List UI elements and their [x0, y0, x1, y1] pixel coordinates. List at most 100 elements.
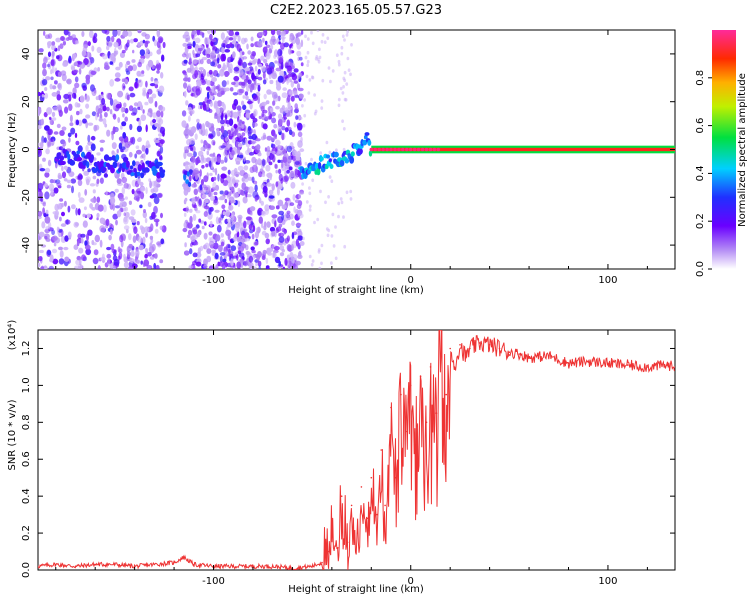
heatmap-cell	[108, 234, 112, 241]
heatmap-cell	[63, 246, 69, 251]
heatmap-cell	[80, 233, 86, 238]
heatmap-cell	[185, 145, 189, 154]
heatmap-cell	[252, 122, 258, 127]
heatmap-cell	[181, 120, 187, 128]
heatmap-cell	[239, 135, 244, 142]
heatmap-cell	[47, 51, 52, 58]
heatmap-cell	[280, 36, 286, 40]
heatmap-cell	[232, 51, 236, 59]
heatmap-cell	[277, 75, 284, 83]
signal-point	[130, 172, 135, 177]
heatmap-cell	[238, 69, 244, 76]
heatmap-cell	[233, 36, 237, 45]
heatmap-cell	[50, 69, 53, 75]
heatmap-cell	[87, 134, 91, 143]
heatmap-cell	[294, 161, 300, 166]
heatmap-cell	[275, 139, 281, 146]
heatmap-cell	[44, 191, 50, 200]
heatmap-cell	[190, 109, 195, 115]
heatmap-cell	[231, 136, 236, 144]
heatmap-cell	[184, 242, 187, 248]
heatmap-cell	[232, 236, 238, 242]
heatmap-cell	[66, 78, 72, 85]
heatmap-cell	[121, 176, 128, 184]
heatmap-cell	[73, 69, 79, 74]
heatmap-cell	[141, 144, 146, 152]
heatmap-cell	[130, 218, 137, 223]
snr-point	[508, 351, 511, 354]
heatmap-cell	[151, 93, 157, 99]
heatmap-cell	[140, 226, 146, 235]
heatmap-cell	[38, 107, 42, 115]
heatmap-cell	[294, 103, 299, 110]
snr-point	[435, 412, 438, 414]
heatmap-cell	[262, 79, 267, 85]
heatmap-cell	[225, 209, 231, 217]
snr-point	[193, 563, 195, 566]
heatmap-cell	[196, 118, 200, 123]
heatmap-cell	[102, 118, 107, 125]
heatmap-cell	[142, 39, 146, 44]
heatmap-cell	[113, 41, 119, 48]
signal-point	[140, 172, 145, 179]
heatmap-cell	[74, 76, 79, 83]
heatmap-cell	[78, 68, 82, 75]
heatmap-cell	[216, 156, 221, 164]
heatmap-cell	[204, 242, 210, 250]
snr-point	[445, 393, 448, 396]
snr-point	[331, 517, 333, 520]
heatmap-cell	[40, 197, 44, 202]
heatmap-cell	[133, 38, 139, 43]
heatmap-cell	[213, 249, 216, 254]
heatmap-cell	[206, 80, 212, 86]
heatmap-cell	[86, 213, 92, 218]
heatmap-cell	[210, 61, 216, 67]
heatmap-cell	[111, 142, 117, 150]
heatmap-cell	[319, 189, 322, 194]
heatmap-cell	[153, 205, 158, 214]
heatmap-cell	[241, 100, 245, 106]
heatmap-cell	[128, 151, 133, 158]
heatmap-cell	[250, 36, 254, 42]
heatmap-cell	[275, 67, 282, 72]
heatmap-cell	[45, 76, 51, 81]
heatmap-cell	[220, 32, 225, 40]
heatmap-cell	[286, 66, 293, 74]
heatmap-cell	[295, 260, 301, 266]
heatmap-cell	[206, 248, 212, 255]
heatmap-cell	[41, 221, 46, 229]
heatmap-cell	[268, 189, 274, 195]
heatmap-cell	[262, 46, 268, 54]
heatmap-cell	[244, 67, 251, 72]
signal-point	[377, 147, 382, 152]
heatmap-cell	[242, 95, 246, 99]
heatmap-cell	[223, 70, 230, 77]
heatmap-cell	[187, 106, 192, 111]
heatmap-cell	[65, 219, 69, 225]
heatmap-cell	[330, 261, 333, 265]
heatmap-cell	[295, 228, 302, 233]
heatmap-cell	[133, 226, 138, 234]
heatmap-cell	[265, 164, 271, 172]
heatmap-cell	[343, 38, 346, 42]
heatmap-cell	[94, 234, 101, 243]
snr-point	[439, 330, 442, 331]
heatmap-cell	[54, 203, 59, 211]
heatmap-cell	[337, 62, 341, 67]
heatmap-cell	[245, 95, 249, 101]
snr-point	[453, 366, 455, 368]
heatmap-cell	[100, 227, 106, 233]
heatmap-cell	[41, 79, 48, 86]
signal-point	[125, 160, 130, 168]
heatmap-cell	[233, 123, 238, 129]
heatmap-cell	[76, 241, 80, 247]
heatmap-cell	[209, 172, 213, 176]
heatmap-cell	[226, 80, 230, 85]
heatmap-cell	[82, 118, 87, 124]
signal-point	[144, 167, 150, 173]
signal-point	[132, 160, 136, 167]
snr-point	[406, 430, 408, 433]
heatmap-cell	[287, 264, 291, 269]
heatmap-cell	[96, 152, 101, 156]
snr-point	[337, 547, 339, 549]
